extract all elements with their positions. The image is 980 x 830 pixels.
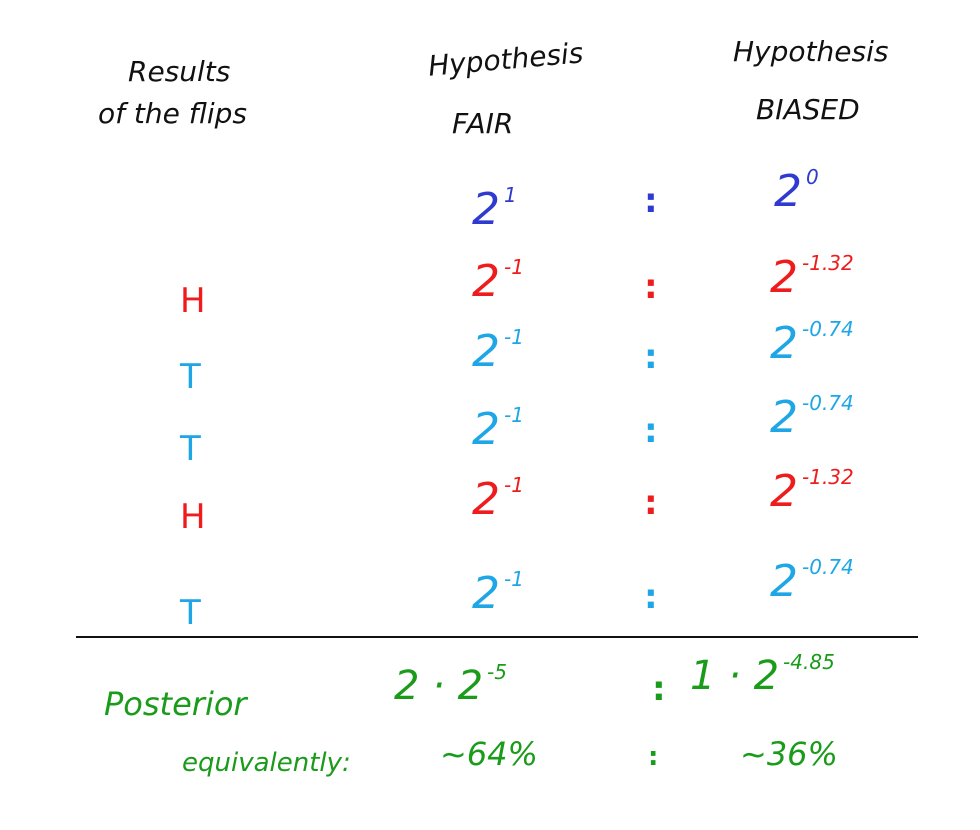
row-1-biased-exponent: -1.32 <box>802 251 854 276</box>
row-1-fair-base: 2 <box>472 256 500 307</box>
row-4-fair: 2 -1 <box>472 475 524 522</box>
row-4-fair-base: 2 <box>472 474 500 525</box>
row-2-fair-base: 2 <box>472 326 500 377</box>
row-2-fair: 2 -1 <box>472 327 524 374</box>
prior-biased-exponent: 0 <box>806 165 819 190</box>
posterior-fair-exponent: -5 <box>487 659 507 684</box>
results-header-line2: of the flips <box>98 97 247 130</box>
posterior-fair: 2 · 2 -5 <box>394 662 507 709</box>
fair-header-line1: Hypothesis <box>426 36 585 83</box>
row-1-biased: 2 -1.32 <box>770 253 854 300</box>
row-2-separator: : <box>644 337 658 377</box>
row-3-fair: 2 -1 <box>472 405 524 452</box>
row-4-biased-exponent: -1.32 <box>802 465 854 490</box>
row-5-biased-exponent: -0.74 <box>802 555 854 580</box>
flip-5: T <box>180 593 201 633</box>
row-3-fair-base: 2 <box>472 404 500 455</box>
prior-fair-base: 2 <box>472 184 500 235</box>
row-3-biased: 2 -0.74 <box>770 393 854 440</box>
row-3-biased-exponent: -0.74 <box>802 391 854 416</box>
flip-4: H <box>180 497 206 537</box>
flip-3: T <box>180 429 201 469</box>
row-2-fair-exponent: -1 <box>504 325 524 350</box>
sum-divider-line <box>76 636 918 638</box>
results-header-line1: Results <box>128 55 231 88</box>
flip-1: H <box>180 281 206 321</box>
flip-2: T <box>180 357 201 397</box>
equivalently-label: equivalently: <box>182 748 351 778</box>
row-3-biased-base: 2 <box>770 392 798 443</box>
row-4-biased: 2 -1.32 <box>770 467 854 514</box>
row-5-fair-exponent: -1 <box>504 567 524 592</box>
row-5-fair-base: 2 <box>472 568 500 619</box>
posterior-biased-exponent: -4.85 <box>783 649 835 674</box>
row-4-biased-base: 2 <box>770 466 798 517</box>
biased-header-line2: BIASED <box>756 93 860 126</box>
posterior-separator: : <box>652 669 666 709</box>
equivalently-separator: : <box>648 742 659 772</box>
equivalently-fair: ~64% <box>440 735 538 773</box>
row-2-biased-base: 2 <box>770 318 798 369</box>
row-1-fair-exponent: -1 <box>504 255 524 280</box>
row-4-fair-exponent: -1 <box>504 473 524 498</box>
row-1-biased-base: 2 <box>770 252 798 303</box>
row-5-fair: 2 -1 <box>472 569 524 616</box>
posterior-biased-coef: 1 · 2 <box>690 653 780 699</box>
posterior-biased: 1 · 2 -4.85 <box>690 652 835 699</box>
posterior-fair-coef: 2 · 2 <box>394 663 484 709</box>
row-3-fair-exponent: -1 <box>504 403 524 428</box>
prior-fair-exponent: 1 <box>504 183 517 208</box>
biased-header-line1: Hypothesis <box>733 35 889 68</box>
equivalently-biased: ~36% <box>740 735 838 773</box>
prior-biased-base: 2 <box>774 166 802 217</box>
fair-header-line2: FAIR <box>452 107 514 140</box>
row-3-separator: : <box>644 411 658 451</box>
row-1-separator: : <box>644 267 658 307</box>
posterior-label: Posterior <box>104 685 247 723</box>
row-1-fair: 2 -1 <box>472 257 524 304</box>
row-5-biased: 2 -0.74 <box>770 557 854 604</box>
prior-separator: : <box>644 181 658 221</box>
row-4-separator: : <box>644 483 658 523</box>
row-2-biased: 2 -0.74 <box>770 319 854 366</box>
row-5-biased-base: 2 <box>770 556 798 607</box>
row-2-biased-exponent: -0.74 <box>802 317 854 342</box>
row-5-separator: : <box>644 577 658 617</box>
